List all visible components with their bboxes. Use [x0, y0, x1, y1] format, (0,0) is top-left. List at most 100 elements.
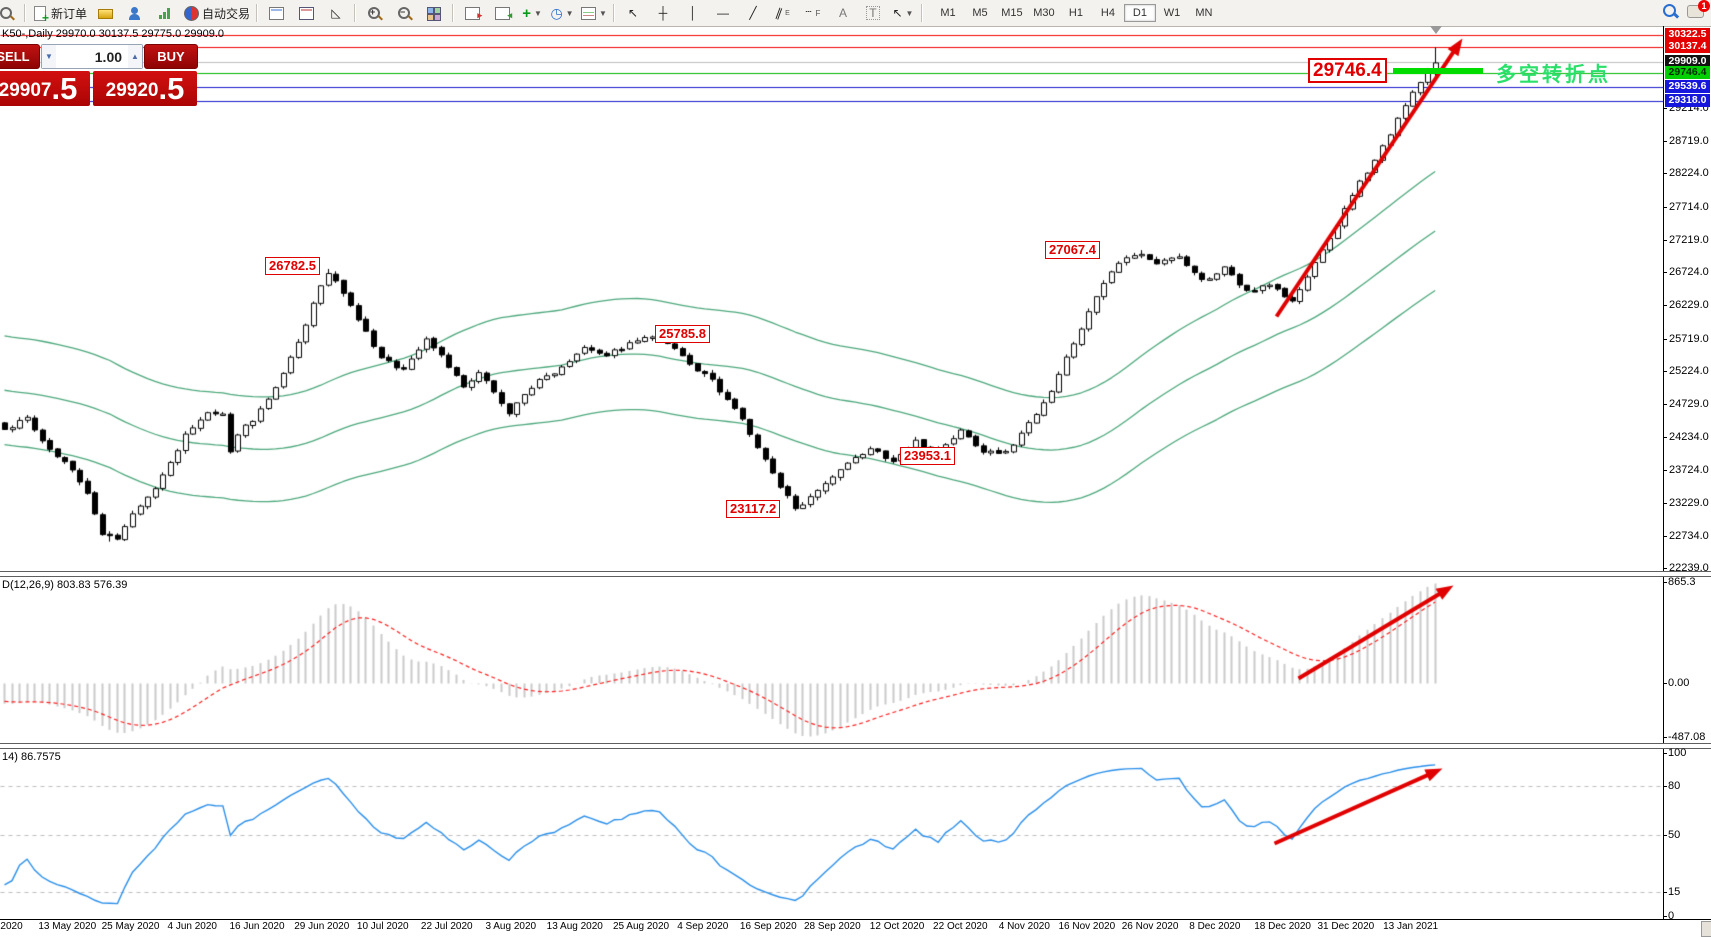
panel-divider[interactable]: [0, 571, 1711, 577]
chart-shift-marker[interactable]: [1430, 26, 1442, 34]
horizontal-line-tool[interactable]: —: [708, 2, 738, 24]
date-label[interactable]: 12 Oct 2020: [869, 921, 925, 932]
zoom-in-icon: +: [366, 5, 382, 21]
rsi-panel-canvas[interactable]: [0, 749, 1663, 919]
date-label[interactable]: 18 Dec 2020: [1254, 921, 1311, 932]
tab-timeframe-m5[interactable]: M5: [972, 7, 988, 19]
auto-scroll-button[interactable]: ◂: [487, 2, 517, 24]
price-callout-26782[interactable]: 26782.5: [265, 257, 320, 275]
axis-tick: [1663, 339, 1667, 340]
date-label[interactable]: 13 May 2020: [38, 921, 97, 932]
tab-timeframe-h1[interactable]: H1: [1068, 7, 1083, 19]
cursor-icon: ↖: [627, 6, 638, 20]
buy-button[interactable]: BUY: [144, 44, 198, 69]
period-button[interactable]: ◷ ▼: [547, 2, 577, 24]
rsi-axis-label: 15: [1668, 885, 1681, 898]
rsi-axis-label: 100: [1668, 747, 1687, 759]
date-label[interactable]: 13 Aug 2020: [546, 921, 603, 932]
price-axis[interactable]: [1663, 26, 1664, 919]
date-label[interactable]: 28 Sep 2020: [803, 921, 861, 932]
price-callout-23117[interactable]: 23117.2: [726, 500, 781, 518]
date-label[interactable]: 16 Sep 2020: [739, 921, 797, 932]
axis-tick: [1663, 305, 1667, 306]
buy-price-display[interactable]: 29920 .5: [93, 71, 197, 106]
community-button[interactable]: [120, 2, 150, 24]
tab-timeframe-m30[interactable]: M30: [1033, 7, 1055, 19]
date-label[interactable]: 13 Jan 2021: [1383, 921, 1439, 932]
tile-windows-button[interactable]: [419, 2, 449, 24]
price-callout-29746[interactable]: 29746.4: [1308, 58, 1387, 83]
macd-panel-canvas[interactable]: [0, 577, 1663, 743]
panel-divider[interactable]: [0, 743, 1711, 749]
text-tool[interactable]: A: [828, 2, 858, 24]
crosshair-window-button[interactable]: [261, 2, 291, 24]
zoom-in-button[interactable]: +: [359, 2, 389, 24]
sell-button[interactable]: SELL: [0, 44, 40, 69]
date-label[interactable]: 16 Nov 2020: [1058, 921, 1116, 932]
sell-price-display[interactable]: 29907 .5: [0, 71, 90, 106]
trendline-tool[interactable]: ╱: [738, 2, 768, 24]
axis-tick: [1663, 753, 1667, 754]
date-label[interactable]: 3 Aug 2020: [485, 921, 537, 932]
price-callout-25785[interactable]: 25785.8: [655, 325, 710, 343]
chart-type-button[interactable]: ▼: [577, 2, 610, 24]
date-label[interactable]: 26 Nov 2020: [1121, 921, 1179, 932]
turning-point-line[interactable]: [1393, 68, 1483, 74]
date-label[interactable]: 8 Dec 2020: [1189, 921, 1241, 932]
indicator-window-button[interactable]: [291, 2, 321, 24]
tab-timeframe-w1[interactable]: W1: [1163, 7, 1181, 19]
vertical-line-tool[interactable]: │: [678, 2, 708, 24]
chart-window-icon[interactable]: [0, 2, 21, 24]
price-callout-27067[interactable]: 27067.4: [1045, 241, 1100, 259]
autotrade-button[interactable]: 自动交易: [180, 2, 253, 24]
volume-increase-button[interactable]: ▲: [128, 45, 143, 68]
toolbar-separator: [920, 4, 923, 22]
scroll-corner: [1701, 921, 1711, 937]
channel-tool[interactable]: ∥ E: [773, 5, 790, 21]
date-label[interactable]: 25 May 2020: [101, 921, 160, 932]
macd-axis-label: 865.3: [1668, 576, 1696, 588]
date-label[interactable]: 2020: [0, 921, 23, 932]
main-chart-canvas[interactable]: [0, 26, 1663, 571]
zoom-out-button[interactable]: −: [389, 2, 419, 24]
label-tool[interactable]: T: [858, 2, 888, 24]
date-label[interactable]: 22 Oct 2020: [933, 921, 988, 932]
date-label[interactable]: 4 Sep 2020: [677, 921, 729, 932]
tab-timeframe-m1[interactable]: M1: [940, 7, 956, 19]
gold-button[interactable]: [90, 2, 120, 24]
chat-icon[interactable]: 1: [1687, 0, 1710, 20]
add-indicator-button[interactable]: + ▼: [517, 2, 547, 24]
fibonacci-tool[interactable]: ┄ F: [798, 2, 828, 24]
tab-timeframe-m15[interactable]: M15: [1001, 7, 1023, 19]
signals-button[interactable]: [150, 2, 180, 24]
autotrade-label: 自动交易: [202, 6, 251, 21]
date-label[interactable]: 10 Jul 2020: [356, 921, 409, 932]
cursor-tool[interactable]: ↖: [618, 2, 648, 24]
shapes-tool[interactable]: ↖ ▼: [888, 2, 918, 24]
clock-icon: ◷: [550, 5, 563, 21]
date-label[interactable]: 22 Jul 2020: [420, 921, 473, 932]
chart-shift-button[interactable]: ▸: [457, 2, 487, 24]
new-order-button[interactable]: + 新订单: [29, 2, 90, 24]
notification-badge: 1: [1698, 0, 1710, 12]
turning-point-label[interactable]: 多空转折点: [1496, 64, 1611, 86]
date-label[interactable]: 25 Aug 2020: [612, 921, 670, 932]
date-label[interactable]: 4 Nov 2020: [998, 921, 1050, 932]
tab-timeframe-h4[interactable]: H4: [1100, 7, 1115, 19]
date-label[interactable]: 16 Jun 2020: [229, 921, 285, 932]
scale-tool-button[interactable]: ◺: [321, 2, 351, 24]
search-icon[interactable]: [1661, 2, 1680, 20]
tab-timeframe-mn[interactable]: MN: [1195, 7, 1213, 19]
price-tick-label: 26229.0: [1669, 298, 1709, 311]
tab-timeframe-d1[interactable]: D1: [1123, 4, 1156, 22]
sell-price-main: 29907: [0, 80, 52, 101]
date-label[interactable]: 31 Dec 2020: [1317, 921, 1375, 932]
date-label[interactable]: 29 Jun 2020: [294, 921, 350, 932]
volume-value[interactable]: 1.00: [94, 48, 123, 65]
volume-decrease-button[interactable]: ▼: [41, 45, 56, 68]
crosshair-tool[interactable]: ┼: [648, 2, 678, 24]
price-callout-23953[interactable]: 23953.1: [900, 447, 955, 465]
date-label[interactable]: 4 Jun 2020: [167, 921, 218, 932]
volume-stepper[interactable]: ▼ 1.00 ▲: [40, 44, 144, 69]
